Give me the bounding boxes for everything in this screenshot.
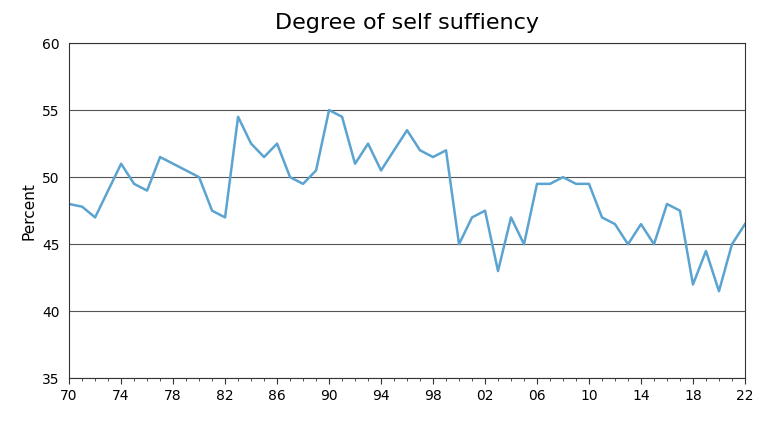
Y-axis label: Percent: Percent [22,182,36,240]
Title: Degree of self suffiency: Degree of self suffiency [275,13,539,33]
